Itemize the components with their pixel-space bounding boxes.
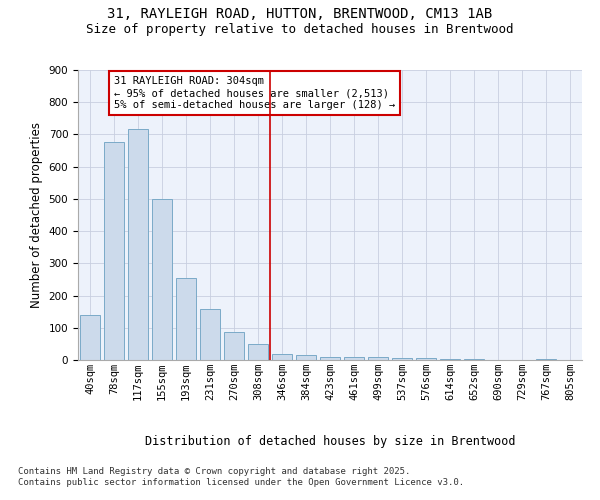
Bar	[176, 278, 196, 360]
Bar	[224, 332, 244, 360]
Bar	[416, 358, 436, 360]
Bar	[344, 358, 364, 360]
Bar	[392, 358, 412, 360]
Bar	[152, 199, 172, 360]
Bar	[104, 142, 124, 360]
Bar	[80, 315, 100, 360]
Text: 31, RAYLEIGH ROAD, HUTTON, BRENTWOOD, CM13 1AB: 31, RAYLEIGH ROAD, HUTTON, BRENTWOOD, CM…	[107, 8, 493, 22]
Bar	[320, 357, 340, 360]
Bar	[200, 309, 220, 360]
Bar	[272, 354, 292, 360]
Bar	[368, 357, 388, 360]
Text: Contains HM Land Registry data © Crown copyright and database right 2025.
Contai: Contains HM Land Registry data © Crown c…	[18, 468, 464, 487]
Y-axis label: Number of detached properties: Number of detached properties	[30, 122, 43, 308]
Bar	[536, 359, 556, 360]
Text: Size of property relative to detached houses in Brentwood: Size of property relative to detached ho…	[86, 22, 514, 36]
Text: Distribution of detached houses by size in Brentwood: Distribution of detached houses by size …	[145, 435, 515, 448]
Bar	[296, 354, 316, 360]
Bar	[440, 359, 460, 360]
Bar	[128, 128, 148, 360]
Bar	[248, 344, 268, 360]
Text: 31 RAYLEIGH ROAD: 304sqm
← 95% of detached houses are smaller (2,513)
5% of semi: 31 RAYLEIGH ROAD: 304sqm ← 95% of detach…	[114, 76, 395, 110]
